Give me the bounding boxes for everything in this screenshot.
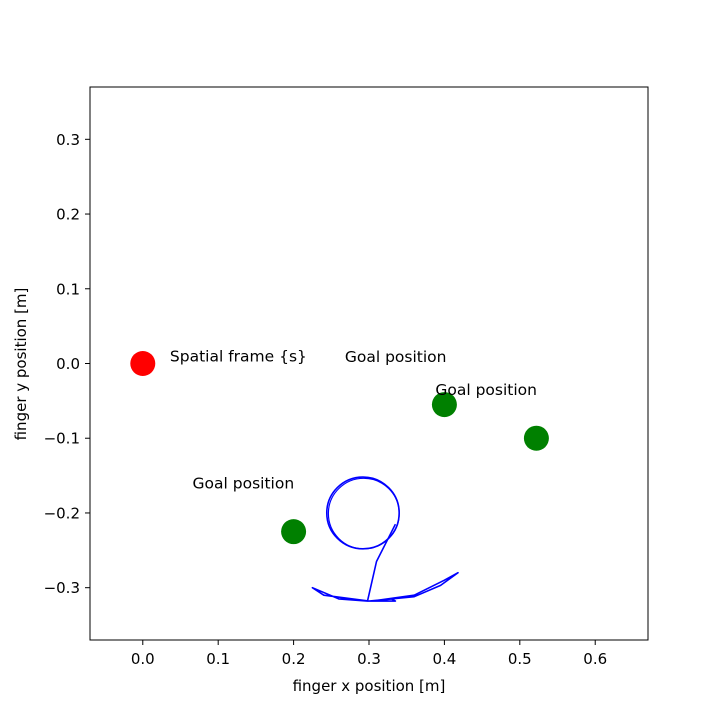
x-axis-label: finger x position [m] bbox=[293, 677, 446, 695]
x-tick-label-1: 0.1 bbox=[206, 650, 230, 668]
y-tick-label-1: −0.2 bbox=[44, 504, 80, 522]
x-tick-label-3: 0.3 bbox=[357, 650, 381, 668]
plot-layer: Spatial frame {s} Goal position Goal posit… bbox=[130, 347, 549, 602]
annotation-2: Goal position bbox=[435, 381, 537, 399]
y-tick-label-2: −0.1 bbox=[44, 430, 80, 448]
y-tick-label-0: −0.3 bbox=[44, 579, 80, 597]
y-tick-label-3: 0.0 bbox=[56, 355, 80, 373]
annotation-3: Goal position bbox=[193, 474, 295, 492]
y-tick-label-5: 0.2 bbox=[56, 206, 80, 224]
goal-point-1 bbox=[281, 519, 307, 545]
y-axis-label: finger y position [m] bbox=[12, 288, 30, 441]
x-tick-label-6: 0.6 bbox=[583, 650, 607, 668]
trajectory-circle-inner bbox=[327, 477, 400, 550]
ticks-layer: 0.0 0.1 0.2 0.3 0.4 0.5 0.6 −0.3 −0.2 −0.1 0.0 0.1 0… bbox=[44, 131, 608, 668]
trajectory-path bbox=[311, 523, 459, 602]
goal-point-3 bbox=[523, 425, 549, 451]
goal-point-2 bbox=[431, 392, 457, 418]
x-tick-label-2: 0.2 bbox=[282, 650, 306, 668]
y-tick-label-4: 0.1 bbox=[56, 280, 80, 298]
x-tick-label-0: 0.0 bbox=[131, 650, 155, 668]
annotation-1: Goal position bbox=[345, 348, 447, 366]
x-tick-label-4: 0.4 bbox=[432, 650, 456, 668]
spatial-frame-point bbox=[130, 351, 156, 376]
x-tick-label-5: 0.5 bbox=[508, 650, 532, 668]
annotation-0: Spatial frame {s} bbox=[170, 347, 307, 365]
y-tick-label-6: 0.3 bbox=[56, 131, 80, 149]
